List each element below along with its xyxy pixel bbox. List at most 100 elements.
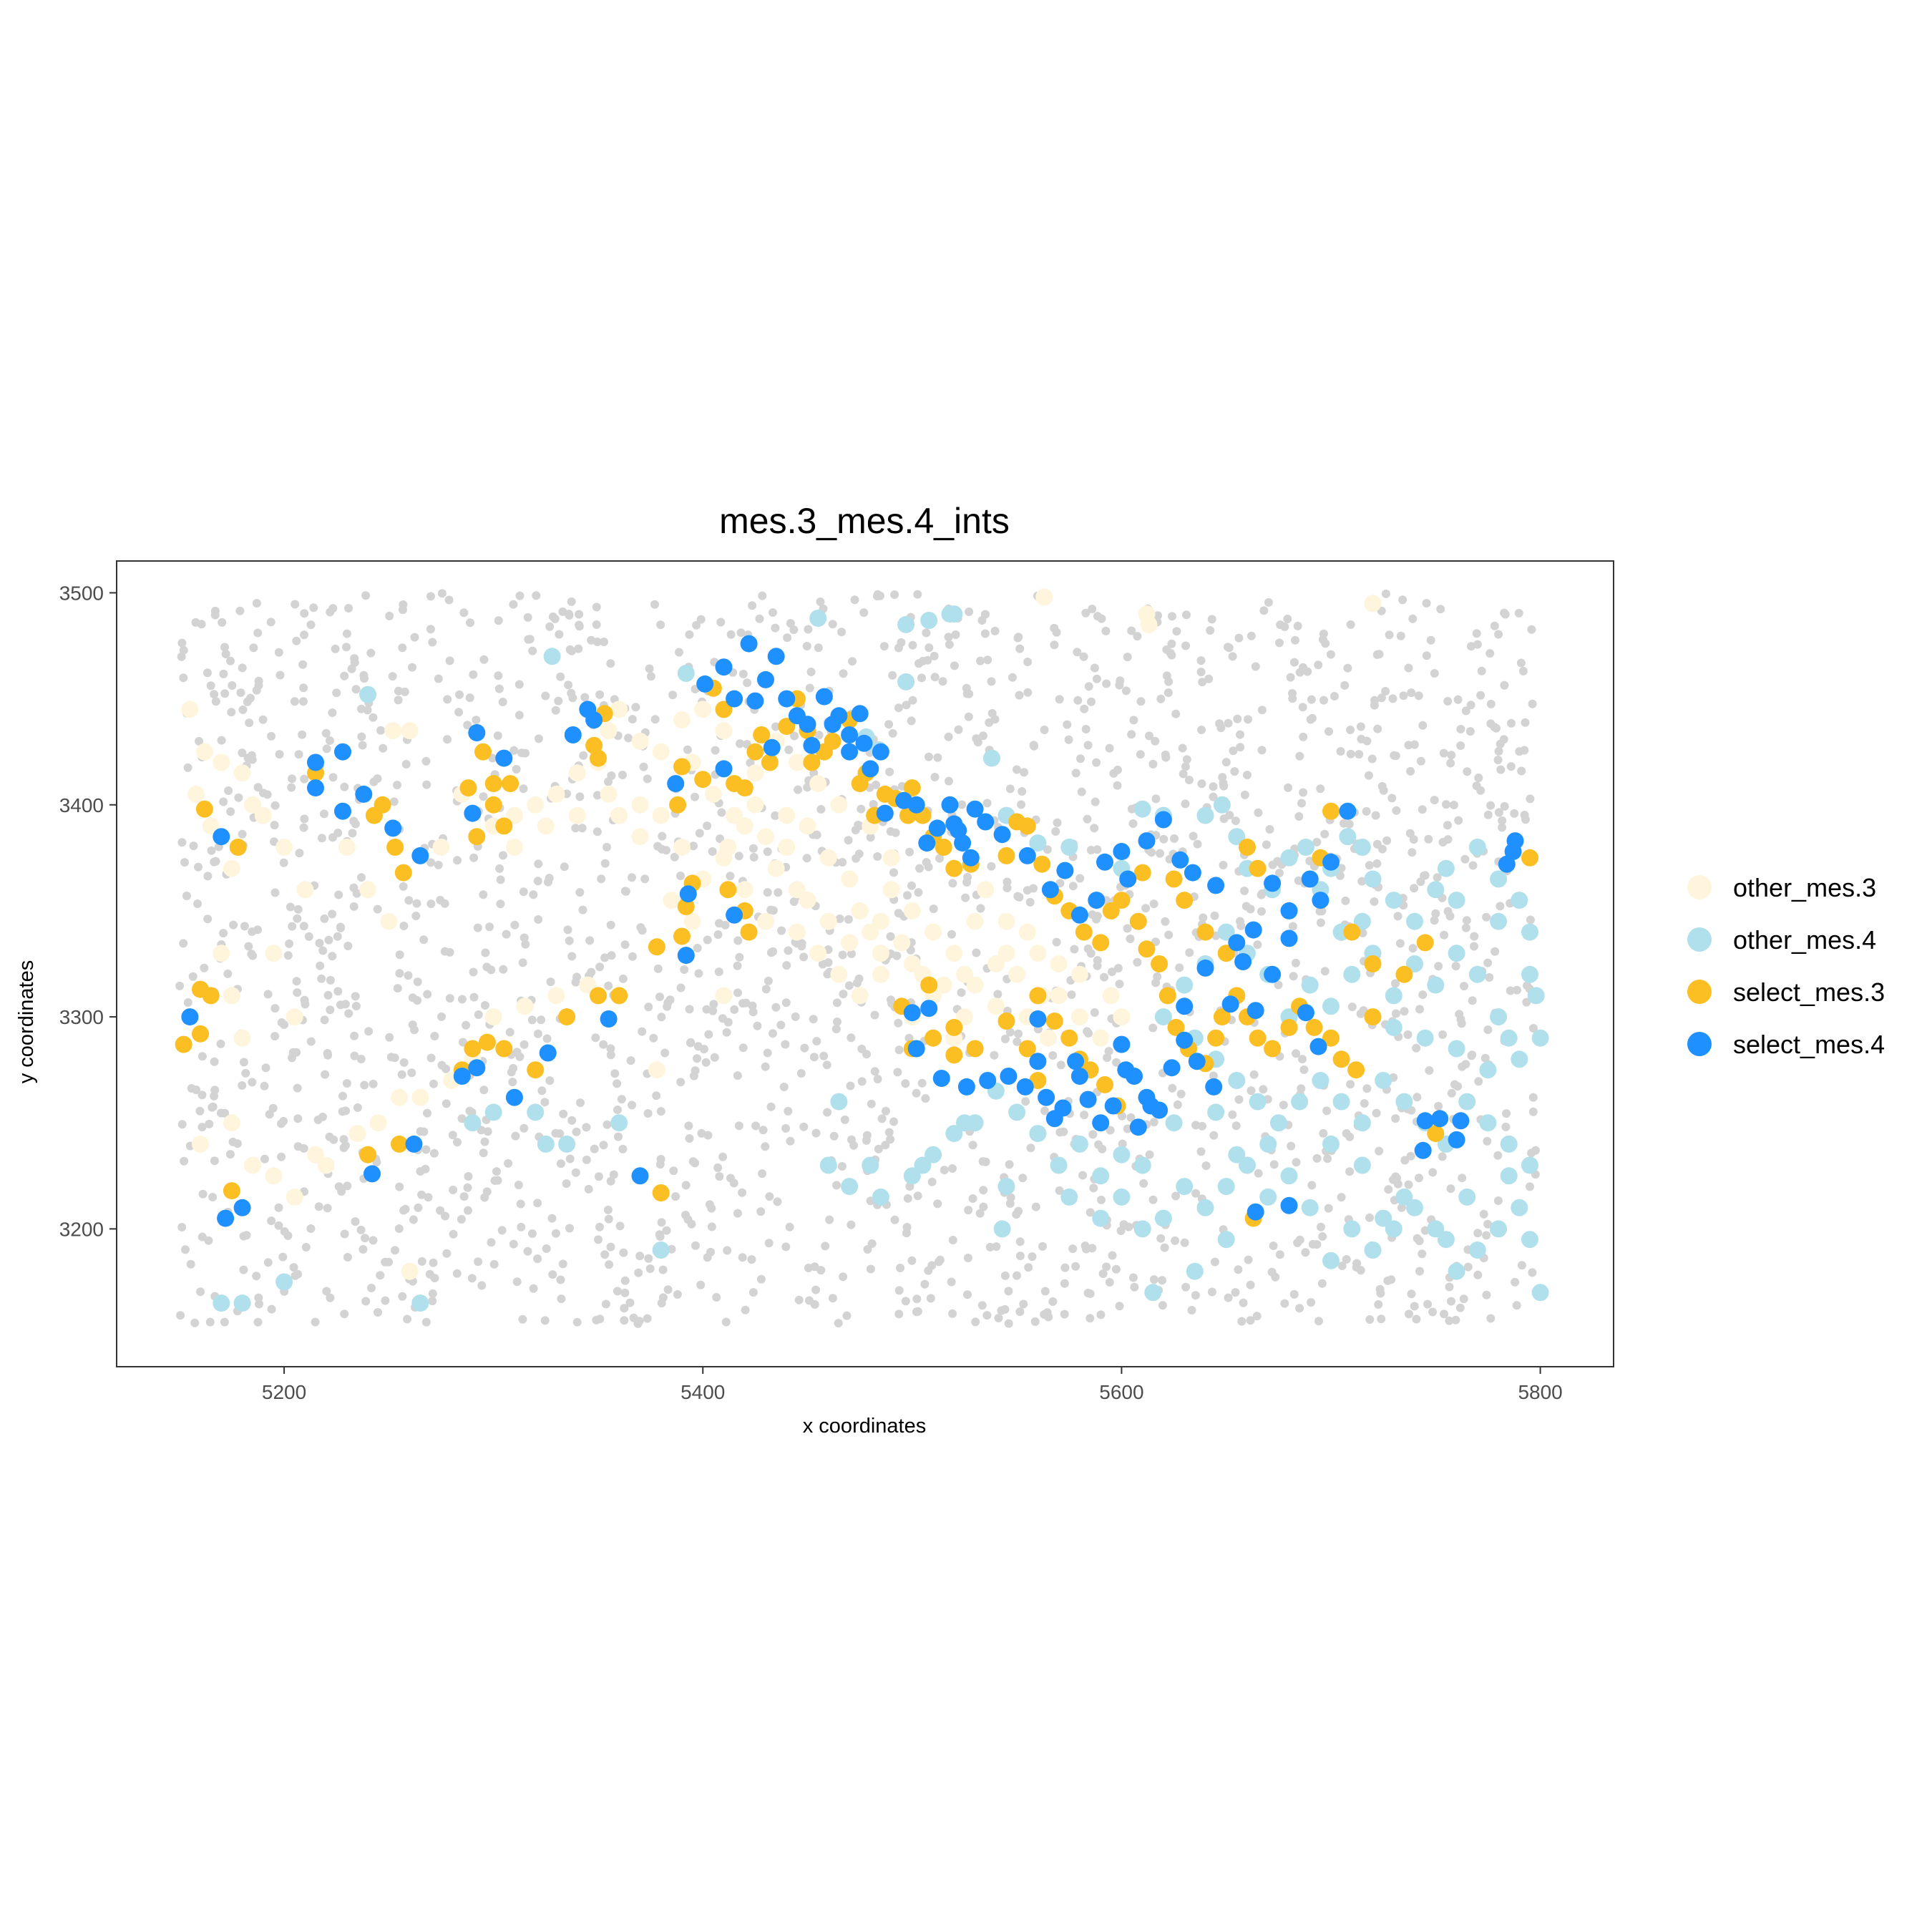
background-spot — [342, 629, 351, 638]
background-spot — [794, 785, 803, 794]
data-point — [1490, 1220, 1508, 1238]
data-point — [1008, 965, 1026, 983]
data-point — [558, 1135, 576, 1153]
background-spot — [626, 1056, 635, 1065]
background-spot — [944, 732, 953, 741]
background-spot — [423, 990, 432, 999]
background-spot — [1088, 910, 1097, 919]
background-spot — [1171, 1236, 1180, 1245]
background-spot — [658, 1265, 668, 1274]
background-spot — [1148, 759, 1158, 769]
background-spot — [1362, 736, 1372, 746]
data-point — [1075, 923, 1093, 941]
data-point — [1018, 1040, 1036, 1058]
background-spot — [448, 1131, 457, 1140]
data-point — [1343, 923, 1361, 941]
background-spot — [924, 643, 934, 653]
data-point — [924, 1146, 942, 1163]
background-spot — [963, 872, 972, 882]
background-spot — [1118, 1139, 1127, 1148]
background-spot — [1018, 1174, 1028, 1183]
background-spot — [850, 595, 859, 605]
data-point — [677, 898, 695, 915]
background-spot — [577, 824, 587, 833]
background-spot — [812, 830, 821, 839]
background-spot — [1252, 1312, 1262, 1321]
background-spot — [840, 1115, 849, 1124]
background-spot — [441, 1211, 450, 1221]
background-spot — [1433, 873, 1442, 882]
background-spot — [1388, 694, 1397, 703]
background-spot — [328, 909, 337, 919]
background-spot — [510, 920, 519, 930]
data-point — [907, 1040, 925, 1058]
data-point — [648, 1061, 665, 1079]
background-spot — [920, 1279, 930, 1289]
data-point — [213, 945, 230, 962]
data-point — [478, 1033, 496, 1051]
background-spot — [594, 1235, 602, 1244]
background-spot — [1447, 751, 1456, 760]
background-spot — [189, 841, 198, 851]
data-point — [740, 635, 758, 653]
background-spot — [317, 834, 326, 843]
data-point — [547, 987, 565, 1005]
data-point — [254, 806, 272, 824]
data-point — [1119, 870, 1137, 888]
background-spot — [261, 1063, 270, 1073]
background-spot — [1423, 1299, 1433, 1309]
background-spot — [1191, 1189, 1201, 1198]
series-other-mes-3 — [181, 588, 1382, 1280]
background-spot — [336, 1000, 345, 1010]
background-spot — [723, 1246, 732, 1255]
data-point — [1264, 1040, 1282, 1058]
data-point — [1448, 1131, 1465, 1148]
background-spot — [1269, 1160, 1279, 1169]
background-spot — [575, 792, 585, 801]
background-spot — [1521, 815, 1530, 824]
background-spot — [917, 673, 926, 683]
background-spot — [493, 731, 502, 741]
background-spot — [784, 946, 793, 955]
data-point — [1188, 1053, 1206, 1070]
data-point — [1246, 1002, 1264, 1020]
background-spot — [624, 733, 633, 743]
background-spot — [1109, 769, 1118, 778]
background-spot — [1493, 1196, 1503, 1205]
background-spot — [615, 1221, 625, 1231]
background-spot — [929, 904, 938, 914]
background-spot — [1289, 972, 1298, 981]
background-spot — [1075, 874, 1085, 883]
background-spot — [1002, 884, 1012, 892]
background-spot — [557, 1294, 566, 1304]
background-spot — [1244, 1255, 1253, 1264]
background-spot — [609, 1170, 618, 1179]
background-spot — [741, 1305, 750, 1314]
background-spot — [1295, 751, 1304, 761]
background-spot — [479, 890, 488, 899]
data-point — [876, 804, 894, 822]
background-spot — [1234, 633, 1244, 643]
background-spot — [872, 592, 882, 600]
background-spot — [1139, 1179, 1148, 1188]
background-spot — [1375, 1284, 1385, 1294]
data-point — [192, 1135, 209, 1153]
data-point — [1301, 870, 1319, 888]
background-spot — [1149, 1275, 1158, 1284]
background-spot — [323, 990, 333, 1000]
data-point — [223, 1182, 240, 1200]
background-spot — [1015, 691, 1024, 700]
background-spot — [605, 1260, 614, 1269]
background-spot — [979, 1202, 988, 1211]
background-spot — [738, 1188, 747, 1197]
data-point — [1092, 1209, 1110, 1227]
background-spot — [825, 1215, 834, 1224]
data-point — [1228, 828, 1246, 846]
data-point — [673, 927, 691, 945]
background-spot — [1028, 1252, 1037, 1262]
background-spot — [403, 1314, 412, 1324]
background-spot — [376, 726, 386, 735]
background-spot — [671, 1192, 680, 1201]
background-spot — [712, 1293, 721, 1302]
background-spot — [704, 1030, 713, 1039]
